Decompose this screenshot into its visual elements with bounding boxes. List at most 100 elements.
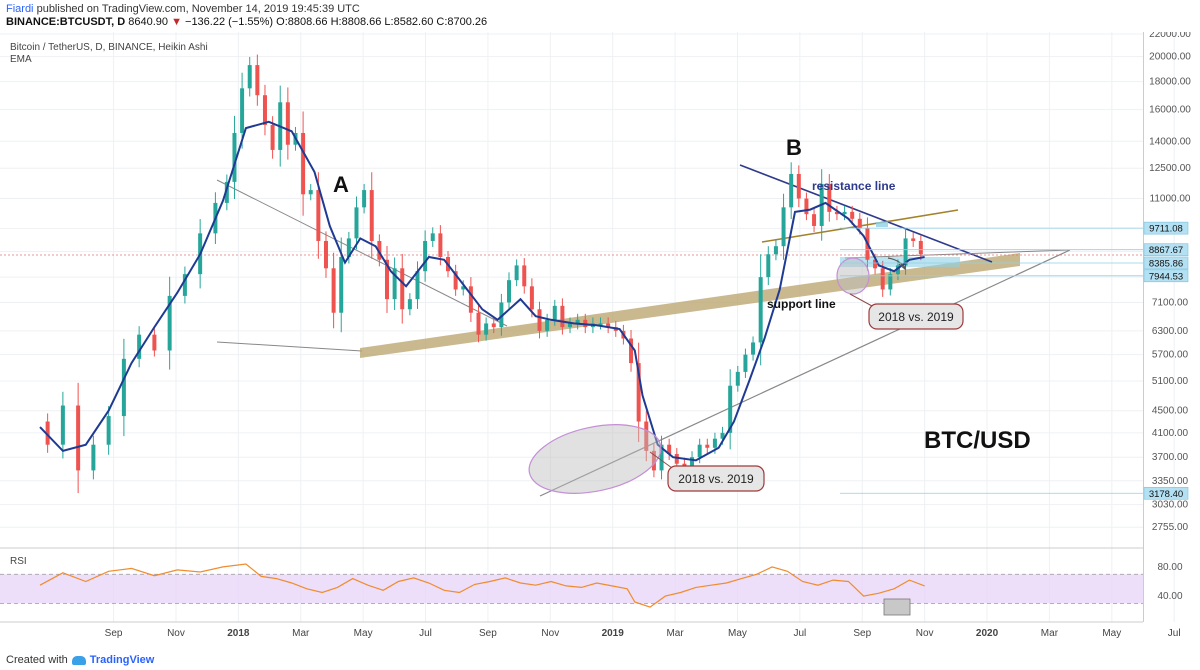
candle-body (262, 95, 267, 125)
candle-body (758, 277, 763, 343)
created-with-text: Created with (6, 654, 68, 666)
time-tick: Sep (853, 628, 871, 639)
candle-body (507, 280, 512, 303)
symbol-label: BINANCE:BTCUSDT, D (6, 16, 126, 28)
candle-body (308, 190, 313, 195)
price-tick: 5100.00 (1152, 376, 1189, 387)
candle-body (697, 444, 702, 458)
ohlc-values: O:8808.66 H:8808.66 L:8582.60 C:8700.26 (276, 16, 488, 28)
candle-body (91, 444, 96, 471)
time-tick: Jul (419, 628, 432, 639)
candle-body (499, 302, 504, 328)
price-tags: 9711.08 8867.67 8385.86 7944.53 3178.40 (840, 221, 1189, 500)
candle-body (285, 102, 290, 145)
candle-body (232, 132, 237, 182)
candle-body (575, 319, 580, 324)
candle-body (255, 65, 260, 96)
candle-body (903, 238, 908, 266)
candle-body (60, 405, 65, 445)
price-tag-box (1143, 221, 1189, 235)
candle-body (743, 354, 748, 372)
candle-body (522, 265, 527, 287)
price-axis-border (1143, 32, 1144, 622)
grid (0, 32, 1175, 622)
watermark-symbol: BTC/USD (924, 427, 1031, 454)
price-tick: 5700.00 (1152, 350, 1189, 361)
price-tick: 22000.00 (1149, 32, 1191, 40)
time-tick: Nov (167, 628, 185, 639)
tradingview-brand[interactable]: TradingView (89, 654, 155, 666)
author-link[interactable]: Fiardi (6, 3, 34, 15)
label-b: B (786, 135, 802, 160)
rsi-tick-40: 40.00 (1157, 591, 1182, 602)
candle-body (659, 444, 664, 471)
candle-body (827, 183, 832, 212)
candle-body (240, 88, 245, 133)
candle-body (560, 305, 565, 328)
time-tick: Jul (793, 628, 806, 639)
footer: Created with TradingView (6, 654, 154, 666)
candle-body (728, 385, 733, 433)
callout-text-2019: 2018 vs. 2019 (678, 472, 754, 486)
candle-body (796, 173, 801, 199)
candle-body (45, 421, 50, 445)
candle-body (438, 233, 443, 257)
ema-label: EMA (10, 54, 32, 65)
callout-box-recent (868, 303, 964, 330)
candle-body (667, 444, 672, 455)
time-axis[interactable]: Sep Nov 2018 Mar May Jul Sep Nov 2019 Mar May Jul Se… (105, 628, 1181, 639)
label-a: A (333, 172, 349, 197)
candle-body (644, 421, 649, 451)
price-tick: 18000.00 (1149, 77, 1191, 88)
rsi-line (39, 563, 925, 608)
candle-body (712, 438, 717, 448)
candle-body (766, 254, 771, 278)
candle-body (369, 190, 374, 241)
trend-line-a-bottom (216, 341, 363, 352)
candle-body (735, 371, 740, 386)
rsi-label: RSI (10, 556, 27, 567)
time-tick: 2018 (227, 628, 250, 639)
chart-title: Bitcoin / TetherUS, D, BINANCE, Heikin A… (10, 42, 208, 53)
time-tick: May (1102, 628, 1121, 639)
candle-body (751, 342, 756, 355)
price-tag-box (1143, 256, 1189, 270)
candle-body (476, 312, 481, 335)
price-tick: 4100.00 (1152, 428, 1189, 439)
time-tick: May (354, 628, 373, 639)
support-extension-line (844, 249, 1071, 259)
candle-body (323, 240, 328, 269)
long-trend-line (539, 249, 1071, 497)
candle-body (316, 190, 321, 241)
callout-box-2019 (667, 465, 765, 492)
candle-body (789, 173, 794, 208)
candle-body (918, 240, 923, 255)
candle-body (415, 271, 420, 300)
range-ellipse-2019 (528, 424, 662, 494)
candle-body (407, 299, 412, 310)
price-axis[interactable]: 2755.00 3030.00 3350.00 3700.00 4100.00 4500.… (1149, 32, 1191, 533)
price-tick: 12500.00 (1149, 163, 1191, 174)
candle-body (690, 457, 695, 468)
candle-body (911, 238, 916, 241)
price-tick: 3030.00 (1152, 500, 1189, 511)
candle-body (453, 271, 458, 290)
publish-info: Fiardi published on TradingView.com, Nov… (6, 3, 360, 15)
candle-body (895, 265, 900, 275)
candle-body (400, 268, 405, 310)
time-tick: Sep (479, 628, 497, 639)
rsi-highlight-box (883, 598, 911, 616)
time-tick: Nov (916, 628, 934, 639)
candle-body (270, 124, 275, 150)
candle-body (537, 309, 542, 331)
candle-body (514, 265, 519, 281)
price-tag-value: 9711.08 (1149, 224, 1183, 235)
candle-body (850, 211, 855, 219)
candle-body (167, 295, 172, 351)
price-tag-value: 3178.40 (1149, 489, 1183, 500)
candle-body (568, 323, 573, 328)
candle-body (720, 432, 725, 439)
price-chart[interactable]: Bitcoin / TetherUS, D, BINANCE, Heikin A… (0, 32, 1200, 650)
callout-pointer-2019 (649, 451, 673, 469)
time-tick: Jul (1168, 628, 1181, 639)
